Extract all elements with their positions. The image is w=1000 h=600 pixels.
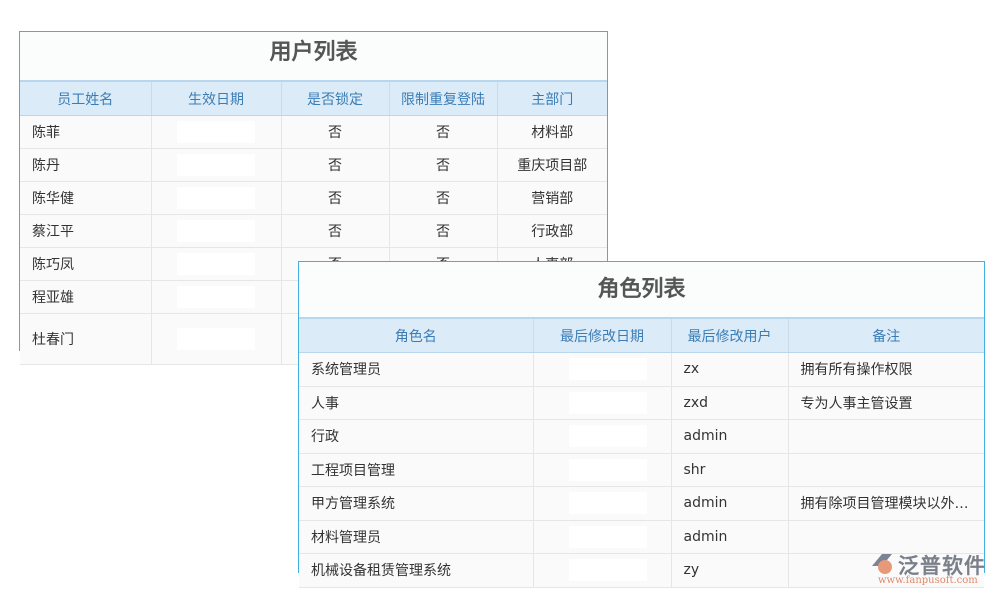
table-cell: 陈华健	[20, 181, 151, 215]
table-cell: admin	[670, 486, 788, 521]
table-cell: 程亚雄	[20, 280, 151, 314]
table-cell	[150, 280, 281, 314]
table-cell: 陈菲	[20, 115, 151, 149]
table-cell	[532, 419, 671, 454]
column-header[interactable]: 备注	[787, 317, 984, 353]
table-row[interactable]: 行政 admin	[299, 419, 984, 454]
table-cell: 否	[388, 115, 497, 149]
table-cell: 否	[388, 214, 497, 248]
table-cell: 否	[280, 148, 389, 182]
table-cell	[532, 553, 671, 588]
user-list-title: 用户列表	[269, 40, 358, 65]
table-cell: 杜春门	[20, 313, 151, 365]
table-cell	[150, 148, 281, 182]
column-header[interactable]: 最后修改日期	[532, 317, 671, 353]
table-cell: shr	[670, 453, 788, 487]
logo-url: www.fanpusoft.com	[878, 575, 978, 586]
table-cell: 材料管理员	[299, 520, 533, 554]
table-cell: 甲方管理系统	[299, 486, 533, 521]
date-value	[177, 328, 255, 350]
column-header[interactable]: 最后修改用户	[670, 317, 788, 353]
table-row[interactable]: 陈丹否否重庆项目部	[20, 148, 607, 182]
table-cell: admin	[670, 419, 788, 454]
table-cell	[787, 419, 984, 454]
table-cell: 系统管理员	[299, 352, 533, 387]
date-value	[568, 425, 647, 448]
column-header[interactable]: 主部门	[496, 80, 607, 116]
table-cell: 工程项目管理	[299, 453, 533, 487]
column-header[interactable]: 是否锁定	[280, 80, 389, 116]
table-cell: zxd	[670, 386, 788, 420]
date-value	[568, 458, 647, 481]
fanpusoft-logo: 泛普软件 www.fanpusoft.com	[870, 552, 985, 586]
table-row[interactable]: 陈华健否否营销部	[20, 181, 607, 215]
table-cell	[532, 486, 671, 521]
logo-mark-icon	[872, 554, 892, 574]
logo-name: 泛普软件	[898, 554, 986, 578]
table-row[interactable]: 甲方管理系统 admin 拥有除项目管理模块以外…	[299, 486, 984, 521]
date-value	[568, 525, 647, 548]
table-cell	[532, 520, 671, 554]
role-table: 角色名 最后修改日期 最后修改用户 备注系统管理员 zx 拥有所有操作权限人事 zxd 专为人…	[299, 317, 984, 588]
date-value	[177, 220, 255, 242]
table-cell	[150, 181, 281, 215]
date-value	[568, 358, 647, 381]
table-cell: 行政	[299, 419, 533, 454]
table-cell: 否	[280, 181, 389, 215]
table-cell: 蔡江平	[20, 214, 151, 248]
table-row[interactable]: 机械设备租赁管理系统 zy	[299, 553, 984, 588]
table-cell: 拥有所有操作权限	[787, 352, 984, 387]
table-cell: admin	[670, 520, 788, 554]
date-value	[177, 121, 255, 143]
table-cell	[787, 453, 984, 487]
table-cell	[532, 386, 671, 420]
table-row[interactable]: 材料管理员 admin	[299, 520, 984, 554]
table-cell: 否	[388, 148, 497, 182]
date-value	[177, 253, 255, 275]
table-cell	[150, 313, 281, 365]
table-cell	[150, 115, 281, 149]
table-cell: 重庆项目部	[496, 148, 607, 182]
table-cell: 否	[280, 214, 389, 248]
column-header[interactable]: 员工姓名	[20, 80, 151, 116]
role-list-panel: 角色列表 角色名 最后修改日期 最后修改用户 备注系统管理员 zx 拥有所有操作权限人事 z…	[298, 261, 985, 588]
column-header[interactable]: 生效日期	[150, 80, 281, 116]
table-cell: 机械设备租赁管理系统	[299, 553, 533, 588]
table-row[interactable]: 陈菲否否材料部	[20, 115, 607, 149]
role-list-title: 角色列表	[597, 277, 686, 302]
table-cell: zx	[670, 352, 788, 387]
date-value	[568, 492, 647, 515]
table-cell	[532, 453, 671, 487]
date-value	[177, 154, 255, 176]
table-cell: 否	[280, 115, 389, 149]
table-cell	[787, 520, 984, 554]
table-cell: 专为人事主管设置	[787, 386, 984, 420]
table-cell: 拥有除项目管理模块以外…	[787, 486, 984, 521]
table-row[interactable]: 蔡江平否否行政部	[20, 214, 607, 248]
date-value	[177, 286, 255, 308]
column-header[interactable]: 角色名	[299, 317, 533, 353]
table-cell	[150, 247, 281, 281]
table-cell: 陈巧凤	[20, 247, 151, 281]
table-row[interactable]: 系统管理员 zx 拥有所有操作权限	[299, 352, 984, 387]
date-value	[177, 187, 255, 209]
table-cell: 人事	[299, 386, 533, 420]
table-cell: 行政部	[496, 214, 607, 248]
column-header[interactable]: 限制重复登陆	[388, 80, 497, 116]
table-cell: 陈丹	[20, 148, 151, 182]
table-cell: 材料部	[496, 115, 607, 149]
date-value	[568, 391, 647, 414]
date-value	[568, 559, 647, 582]
table-cell: 营销部	[496, 181, 607, 215]
table-cell: 否	[388, 181, 497, 215]
table-cell: zy	[670, 553, 788, 588]
table-row[interactable]: 工程项目管理 shr	[299, 453, 984, 487]
table-cell	[532, 352, 671, 387]
table-cell	[150, 214, 281, 248]
table-row[interactable]: 人事 zxd 专为人事主管设置	[299, 386, 984, 420]
